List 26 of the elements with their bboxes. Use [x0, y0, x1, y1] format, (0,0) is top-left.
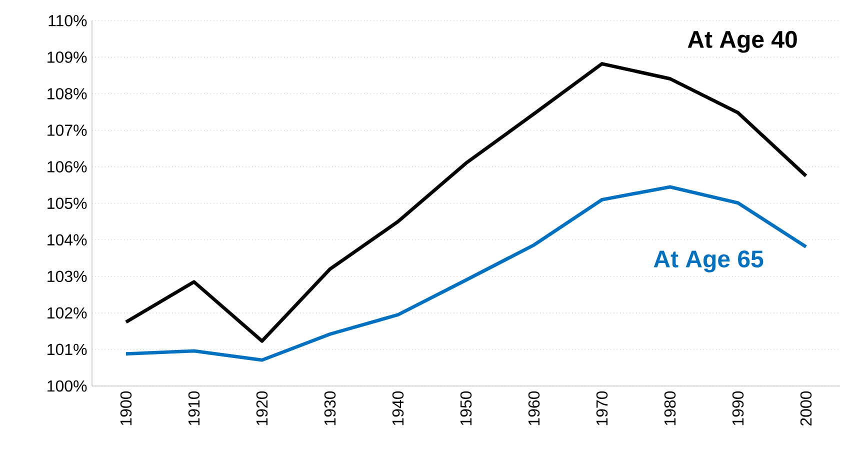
- y-tick-label: 100%: [48, 380, 87, 392]
- line-series: [124, 185, 808, 362]
- y-tick-label: 101%: [48, 344, 87, 356]
- x-tick-label: 1980: [664, 391, 676, 426]
- x-tick-label: 1930: [324, 391, 336, 426]
- y-tick-label: 109%: [48, 52, 87, 63]
- y-tick-label: 105%: [48, 198, 87, 209]
- x-tick-label: 1900: [120, 391, 132, 426]
- series-label: At Age 40: [688, 30, 797, 53]
- x-tick-label: 1940: [392, 391, 404, 426]
- y-tick-label: 104%: [48, 234, 87, 246]
- x-tick-label: 1960: [528, 391, 540, 426]
- y-tick-label: 102%: [48, 307, 87, 319]
- x-tick-label: 1920: [256, 391, 268, 426]
- x-tick-label: 2000: [800, 391, 812, 426]
- y-tick-label: 110%: [48, 15, 87, 26]
- y-tick-label: 106%: [48, 161, 87, 172]
- x-tick-label: 1910: [188, 391, 200, 426]
- x-tick-label: 1950: [460, 391, 472, 426]
- x-tick-label: 1990: [732, 391, 744, 426]
- line-series: [124, 62, 808, 343]
- x-tick-label: 1970: [596, 391, 608, 426]
- y-tick-label: 103%: [48, 270, 87, 282]
- y-tick-label: 107%: [48, 124, 87, 136]
- series-label: At Age 65: [654, 250, 764, 272]
- y-tick-label: 108%: [48, 88, 87, 100]
